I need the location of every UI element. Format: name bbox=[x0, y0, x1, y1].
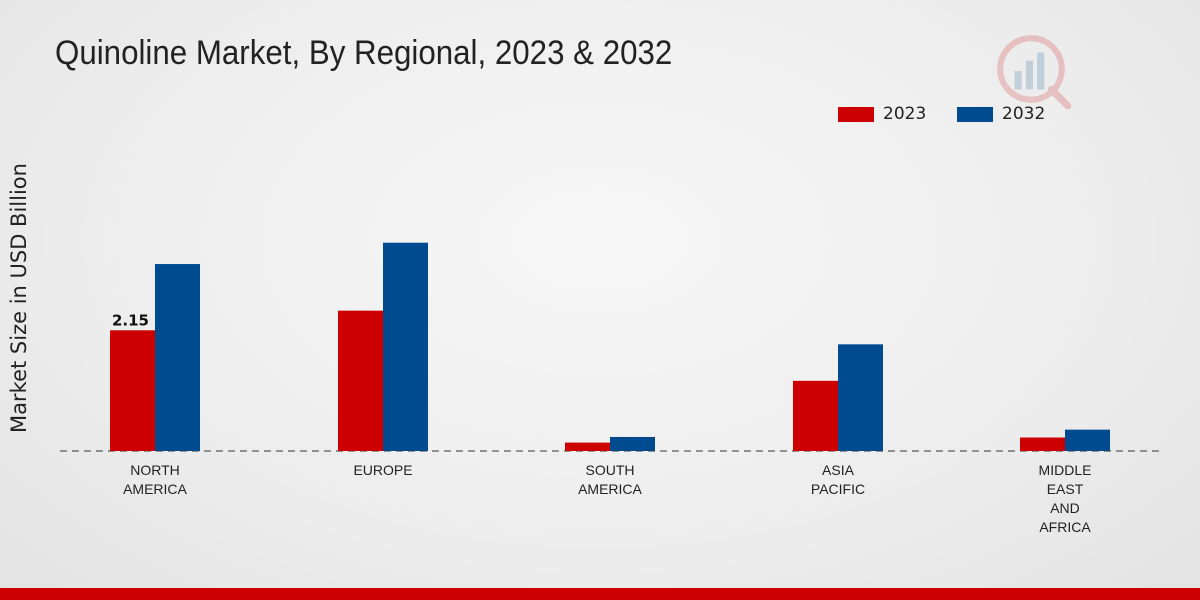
legend-item-2023: 2023 bbox=[838, 104, 926, 124]
bar-2023-3 bbox=[793, 380, 838, 451]
legend-label-2023: 2023 bbox=[883, 104, 927, 124]
y-axis-label: Market Size in USD Billion bbox=[7, 163, 31, 433]
bar-2032-4 bbox=[1065, 429, 1110, 451]
x-tick-label-1: EUROPE bbox=[353, 462, 412, 478]
legend-item-2032: 2032 bbox=[957, 104, 1045, 124]
data-label-0: 2.15 bbox=[112, 311, 149, 329]
brand-logo-icon bbox=[997, 35, 1072, 110]
x-tick-label-4: MIDDLE EAST AND AFRICA bbox=[1039, 462, 1092, 535]
labels-group: 2.15 NORTH AMERICA EUROPE SOUTH AMERICA ASIA PA… bbox=[112, 311, 1091, 535]
legend-swatch-2023 bbox=[838, 106, 874, 122]
bar-2023-1 bbox=[338, 310, 383, 451]
bar-2032-2 bbox=[610, 436, 655, 451]
footer-bar bbox=[0, 588, 1200, 600]
bar-2023-2 bbox=[565, 442, 610, 451]
bar-2032-3 bbox=[838, 344, 883, 451]
chart-title: Quinoline Market, By Regional, 2023 & 20… bbox=[55, 34, 673, 72]
bar-2023-0 bbox=[110, 330, 155, 451]
x-tick-label-2: SOUTH AMERICA bbox=[578, 462, 642, 497]
legend-label-2032: 2032 bbox=[1002, 104, 1046, 124]
bars-group bbox=[110, 242, 1110, 451]
bar-2032-0 bbox=[155, 264, 200, 451]
bar-2023-4 bbox=[1020, 437, 1065, 451]
x-tick-label-3: ASIA PACIFIC bbox=[811, 462, 865, 497]
legend-swatch-2032 bbox=[957, 106, 993, 122]
x-tick-label-0: NORTH AMERICA bbox=[123, 462, 187, 497]
bar-2032-1 bbox=[383, 242, 428, 451]
